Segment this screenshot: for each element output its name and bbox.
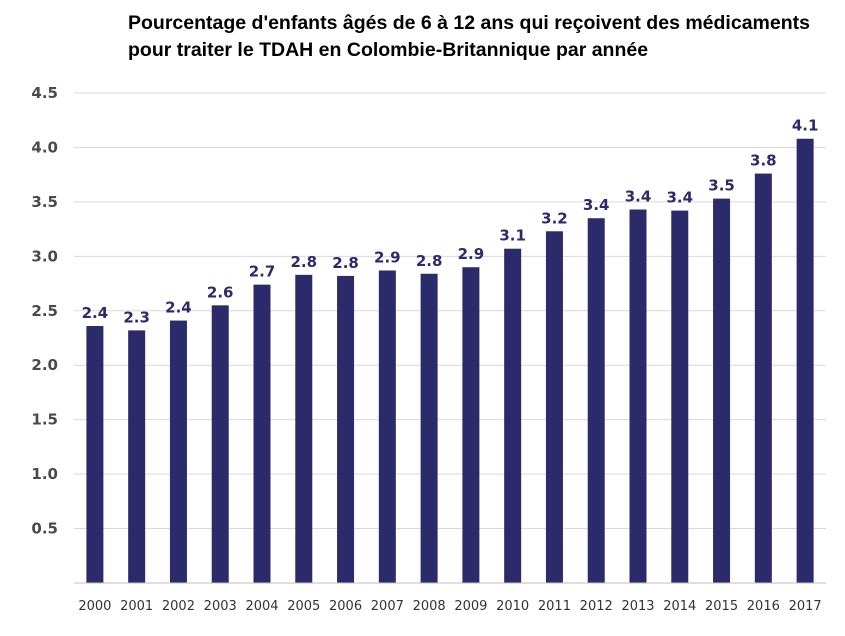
bar [86,326,104,583]
data-label: 3.4 [583,196,610,214]
data-label: 4.1 [792,117,819,135]
x-tick-label: 2011 [538,599,571,614]
bar [754,173,772,584]
bar [545,231,563,584]
data-label: 3.1 [499,227,526,245]
bar [337,275,355,583]
bar [671,210,689,583]
x-tick-label: 2013 [621,599,654,614]
bar [169,320,187,583]
x-tick-label: 2009 [454,599,487,614]
y-tick-label: 2.0 [31,356,58,374]
data-label: 2.8 [290,253,317,271]
bar [253,284,271,583]
data-label: 3.2 [541,209,568,227]
x-tick-label: 2001 [120,599,153,614]
data-label: 2.4 [165,299,192,317]
y-axis-ticks: 0.5 1.0 1.5 2.0 2.5 3.0 3.5 4.0 4.5 [31,84,58,538]
x-tick-label: 2005 [287,599,320,614]
bar [504,248,522,583]
data-label: 3.8 [750,152,777,170]
data-label: 3.5 [708,177,735,195]
data-label: 2.7 [249,263,276,281]
x-tick-label: 2015 [705,599,738,614]
y-tick-label: 0.5 [31,520,58,538]
data-label: 2.9 [458,245,485,263]
data-label: 3.4 [666,189,693,207]
x-tick-label: 2002 [162,599,195,614]
data-label: 2.3 [123,308,150,326]
y-tick-label: 3.5 [31,193,58,211]
data-label: 2.8 [332,254,359,272]
x-tick-label: 2006 [329,599,362,614]
bar [462,267,480,583]
x-tick-label: 2014 [663,599,696,614]
bar [587,218,605,583]
data-label: 2.9 [374,248,401,266]
x-tick-label: 2000 [78,599,111,614]
x-tick-label: 2008 [413,599,446,614]
y-tick-label: 1.5 [31,411,58,429]
y-tick-label: 2.5 [31,302,58,320]
x-tick-label: 2004 [245,599,278,614]
bar [629,209,647,583]
gridlines [74,92,826,530]
x-tick-label: 2003 [204,599,237,614]
x-axis-ticks: 2000 2001 2002 2003 2004 2005 2006 2007 2008 2009… [78,599,821,614]
data-label: 2.4 [82,304,109,322]
chart-title-line-1: Pourcentage d'enfants âgés de 6 à 12 ans… [128,12,810,34]
bar [211,305,229,583]
data-label: 3.4 [625,188,652,206]
x-tick-label: 2010 [496,599,529,614]
bar [295,274,313,583]
x-tick-label: 2016 [747,599,780,614]
y-tick-label: 4.0 [31,138,58,156]
y-tick-label: 1.0 [31,465,58,483]
x-tick-label: 2017 [789,599,822,614]
chart-title: Pourcentage d'enfants âgés de 6 à 12 ans… [128,10,838,64]
bar [713,198,731,583]
x-tick-label: 2012 [580,599,613,614]
y-tick-label: 3.0 [31,247,58,265]
x-tick-label: 2007 [371,599,404,614]
bar [128,330,146,583]
data-labels: 2.4 2.3 2.4 2.6 2.7 2.8 2.8 2.9 2.8 2.9 3.1 3.2 3.4 3… [82,117,819,327]
bar [378,270,396,583]
y-tick-label: 4.5 [31,84,58,102]
bar [796,138,814,583]
data-label: 2.6 [207,283,234,301]
bars [86,138,814,584]
chart-title-line-2: pour traiter le TDAH en Colombie-Britann… [128,39,649,61]
bar [420,273,438,583]
data-label: 2.8 [416,252,443,270]
